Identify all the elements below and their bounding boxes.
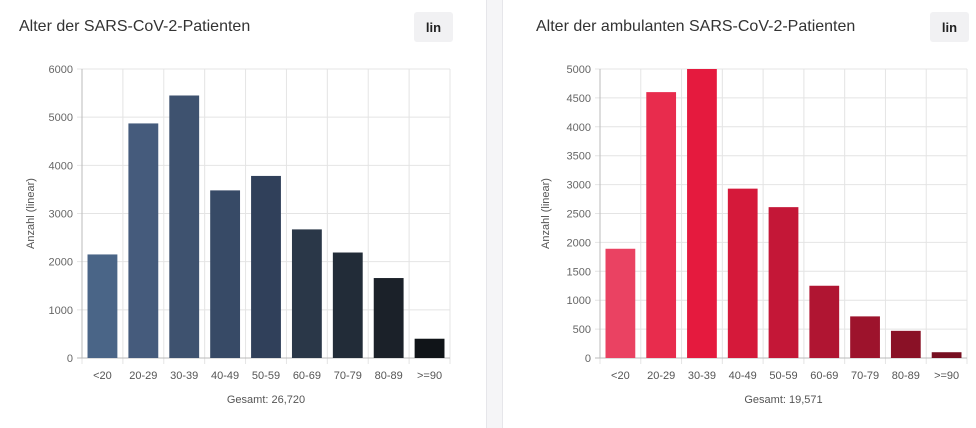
- panel-divider: [486, 0, 503, 428]
- bar: [890, 330, 921, 358]
- x-tick-label: 70-79: [334, 370, 362, 382]
- x-tick-label: 80-89: [892, 370, 920, 382]
- x-tick-label: 50-59: [769, 370, 797, 382]
- y-tick-label: 1500: [567, 266, 591, 278]
- y-tick-label: 3000: [567, 180, 591, 192]
- bar: [850, 316, 880, 358]
- y-tick-label: 4500: [567, 93, 591, 105]
- y-tick-label: 2000: [567, 237, 591, 249]
- bar: [931, 352, 962, 358]
- y-tick-label: 2000: [49, 257, 73, 269]
- x-tick-label: 60-69: [293, 370, 321, 382]
- x-tick-label: 40-49: [211, 370, 239, 382]
- x-tick-label: >=90: [417, 370, 442, 382]
- y-tick-label: 4000: [567, 122, 591, 134]
- panel-age-outpatient: Alter der ambulanten SARS-CoV-2-Patiente…: [503, 0, 976, 428]
- x-tick-label: <20: [611, 370, 630, 382]
- y-tick-label: 5000: [49, 112, 73, 124]
- y-tick-label: 500: [573, 324, 591, 336]
- bar: [727, 188, 758, 358]
- x-tick-label: <20: [93, 370, 112, 382]
- y-tick-label: 3000: [49, 209, 73, 221]
- bar: [646, 92, 677, 359]
- y-tick-label: 5000: [567, 64, 591, 76]
- bar: [605, 248, 636, 358]
- bar: [169, 95, 200, 358]
- y-tick-label: 1000: [49, 305, 73, 317]
- bar: [128, 123, 159, 358]
- x-tick-label: 60-69: [810, 370, 838, 382]
- bar: [768, 207, 799, 358]
- bar: [291, 229, 322, 358]
- panel-title: Alter der ambulanten SARS-CoV-2-Patiente…: [536, 18, 856, 35]
- x-tick-label: 20-29: [129, 370, 157, 382]
- outpatient-age-bar-chart: 0 500 1000 1500 2000 2500 3000 3500 4000 4500 5000…: [540, 64, 968, 406]
- x-tick-label: 80-89: [375, 370, 403, 382]
- y-axis-label: Anzahl (linear): [540, 178, 552, 249]
- y-tick-label: 6000: [49, 64, 73, 76]
- y-tick-label: 2500: [567, 209, 591, 221]
- y-tick-label: 0: [67, 353, 73, 365]
- total-label: Gesamt: 19,571: [744, 394, 822, 406]
- age-bar-chart: 0 1000 2000 3000 4000 5000 6000 <20 20-29 30-39 40…: [25, 64, 451, 406]
- bar: [687, 69, 717, 358]
- x-tick-label: 40-49: [729, 370, 757, 382]
- panel-age-all: Alter der SARS-CoV-2-Patienten lin 0 1000…: [0, 0, 486, 428]
- panel-title: Alter der SARS-CoV-2-Patienten: [19, 18, 251, 35]
- x-tick-label: 70-79: [851, 370, 879, 382]
- bar: [414, 338, 445, 358]
- scale-toggle-button[interactable]: lin: [414, 12, 453, 42]
- x-tick-label: 20-29: [647, 370, 675, 382]
- y-tick-label: 1000: [567, 295, 591, 307]
- bar: [332, 252, 363, 358]
- y-tick-label: 0: [585, 353, 591, 365]
- total-label: Gesamt: 26,720: [227, 394, 305, 406]
- bar: [87, 254, 118, 358]
- y-tick-label: 3500: [567, 151, 591, 163]
- x-tick-label: 30-39: [170, 370, 198, 382]
- bar: [809, 285, 840, 358]
- y-axis-label: Anzahl (linear): [25, 178, 37, 249]
- bar: [251, 175, 281, 358]
- x-tick-label: >=90: [934, 370, 959, 382]
- x-tick-label: 30-39: [688, 370, 716, 382]
- scale-toggle-button[interactable]: lin: [930, 12, 969, 42]
- y-tick-label: 4000: [49, 160, 73, 172]
- bar: [210, 190, 241, 358]
- x-tick-label: 50-59: [252, 370, 280, 382]
- bar: [373, 278, 404, 358]
